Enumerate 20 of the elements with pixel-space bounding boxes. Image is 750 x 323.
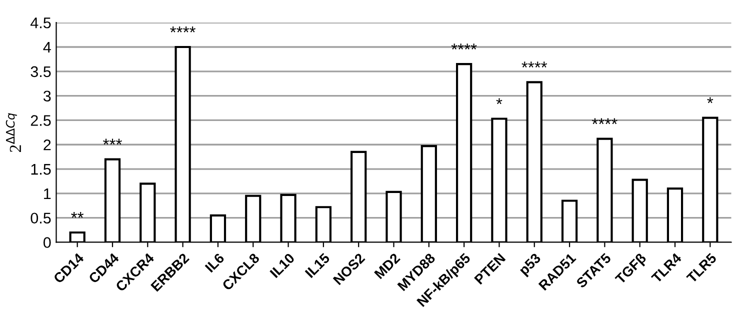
annotation: * xyxy=(707,97,714,104)
annotation: **** xyxy=(592,118,618,124)
annotation: *** xyxy=(103,138,122,145)
x-tick-label: IL6 xyxy=(204,252,225,273)
y-axis-title: 2$^{ΔΔCq}$ xyxy=(6,113,21,152)
annotation: **** xyxy=(522,62,548,68)
y-tick-label: 0.5 xyxy=(30,212,51,224)
y-tick-label: 4 xyxy=(43,42,51,53)
annotation: * xyxy=(496,98,502,104)
y-tick-label: 2.5 xyxy=(30,115,51,126)
y-tick-label: 3.5 xyxy=(30,66,51,78)
y-tick-label: 1 xyxy=(44,188,51,199)
y-tick-label: 4.5 xyxy=(30,18,51,28)
y-tick-label: 1.5 xyxy=(31,164,51,175)
y-tick-label: 2 xyxy=(44,140,51,150)
annotation: **** xyxy=(451,44,477,50)
annotation: **** xyxy=(170,26,196,32)
y-tick-label: 3 xyxy=(43,90,51,102)
annotation: ** xyxy=(71,212,84,218)
y-tick-label: 0 xyxy=(43,237,51,248)
